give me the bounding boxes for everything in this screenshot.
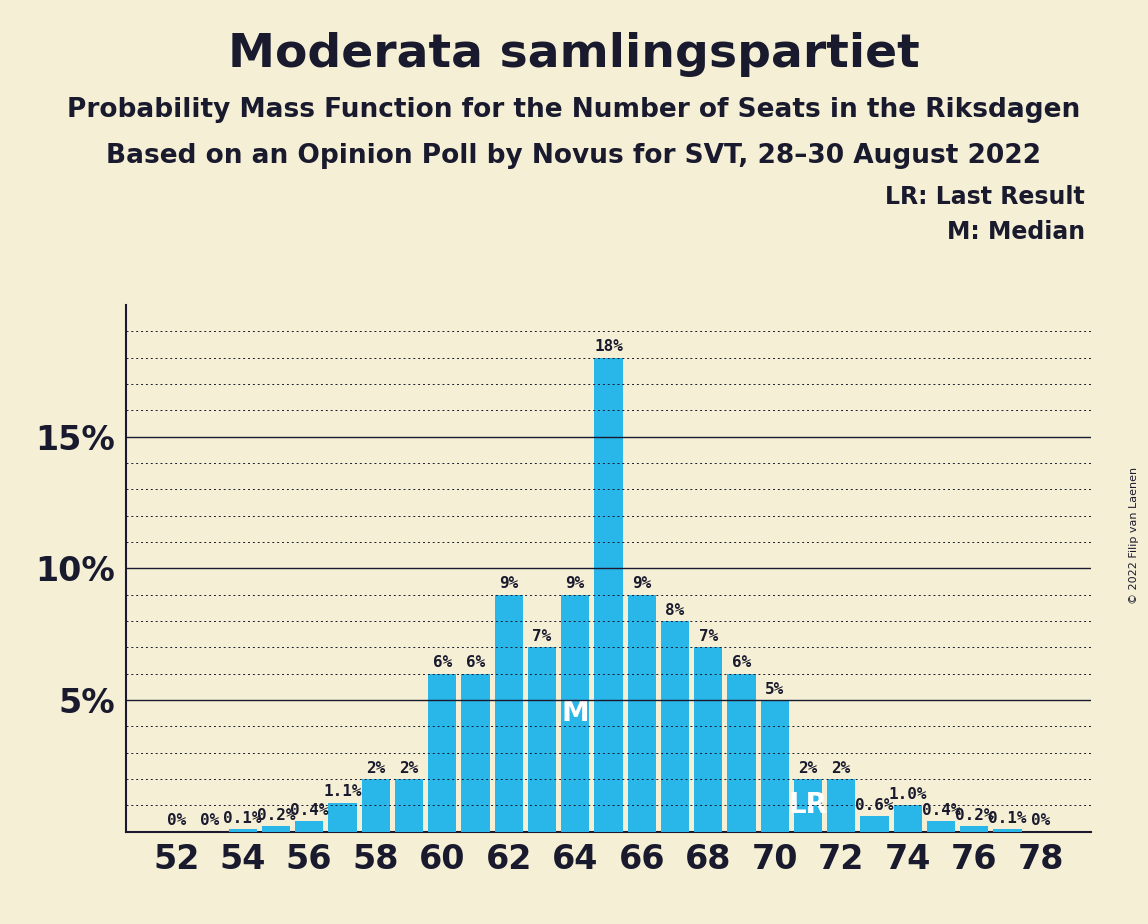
- Text: 1.1%: 1.1%: [324, 784, 362, 799]
- Bar: [926, 821, 955, 832]
- Text: 1.0%: 1.0%: [889, 787, 926, 802]
- Bar: [993, 829, 1022, 832]
- Text: Probability Mass Function for the Number of Seats in the Riksdagen: Probability Mass Function for the Number…: [68, 97, 1080, 123]
- Bar: [461, 674, 489, 832]
- Text: 9%: 9%: [633, 577, 651, 591]
- Text: 0%: 0%: [1031, 813, 1050, 829]
- Bar: [328, 803, 357, 832]
- Bar: [428, 674, 456, 832]
- Text: 0.6%: 0.6%: [855, 797, 893, 812]
- Text: 0%: 0%: [200, 813, 219, 829]
- Text: 6%: 6%: [466, 655, 486, 671]
- Bar: [561, 595, 589, 832]
- Bar: [495, 595, 522, 832]
- Text: Based on an Opinion Poll by Novus for SVT, 28–30 August 2022: Based on an Opinion Poll by Novus for SV…: [107, 143, 1041, 169]
- Bar: [695, 647, 722, 832]
- Text: 9%: 9%: [566, 577, 584, 591]
- Text: 6%: 6%: [731, 655, 751, 671]
- Text: M: Median: M: Median: [947, 220, 1085, 244]
- Text: 0.2%: 0.2%: [955, 808, 993, 823]
- Text: 7%: 7%: [699, 629, 718, 644]
- Text: 0.1%: 0.1%: [988, 810, 1026, 826]
- Text: 7%: 7%: [533, 629, 551, 644]
- Bar: [228, 829, 257, 832]
- Text: 0.2%: 0.2%: [257, 808, 295, 823]
- Text: 5%: 5%: [765, 682, 784, 697]
- Text: Moderata samlingspartiet: Moderata samlingspartiet: [228, 32, 920, 78]
- Bar: [761, 700, 789, 832]
- Text: © 2022 Filip van Laenen: © 2022 Filip van Laenen: [1130, 468, 1139, 604]
- Text: 0.1%: 0.1%: [224, 810, 262, 826]
- Bar: [960, 826, 988, 832]
- Text: 6%: 6%: [433, 655, 452, 671]
- Text: 9%: 9%: [499, 577, 518, 591]
- Bar: [728, 674, 755, 832]
- Bar: [528, 647, 556, 832]
- Bar: [262, 826, 290, 832]
- Text: M: M: [561, 699, 589, 727]
- Text: 0.4%: 0.4%: [290, 803, 328, 818]
- Text: 0%: 0%: [166, 813, 186, 829]
- Bar: [893, 805, 922, 832]
- Bar: [395, 779, 424, 832]
- Text: 18%: 18%: [594, 339, 623, 355]
- Bar: [661, 621, 689, 832]
- Bar: [827, 779, 855, 832]
- Bar: [628, 595, 656, 832]
- Text: 8%: 8%: [666, 602, 684, 618]
- Text: 2%: 2%: [831, 760, 851, 776]
- Text: 2%: 2%: [798, 760, 817, 776]
- Text: 2%: 2%: [400, 760, 419, 776]
- Text: 2%: 2%: [366, 760, 386, 776]
- Text: 0.4%: 0.4%: [922, 803, 960, 818]
- Bar: [595, 358, 622, 832]
- Bar: [793, 779, 822, 832]
- Text: LR: Last Result: LR: Last Result: [885, 185, 1085, 209]
- Bar: [860, 816, 889, 832]
- Text: LR: LR: [789, 791, 828, 820]
- Bar: [362, 779, 390, 832]
- Bar: [295, 821, 324, 832]
